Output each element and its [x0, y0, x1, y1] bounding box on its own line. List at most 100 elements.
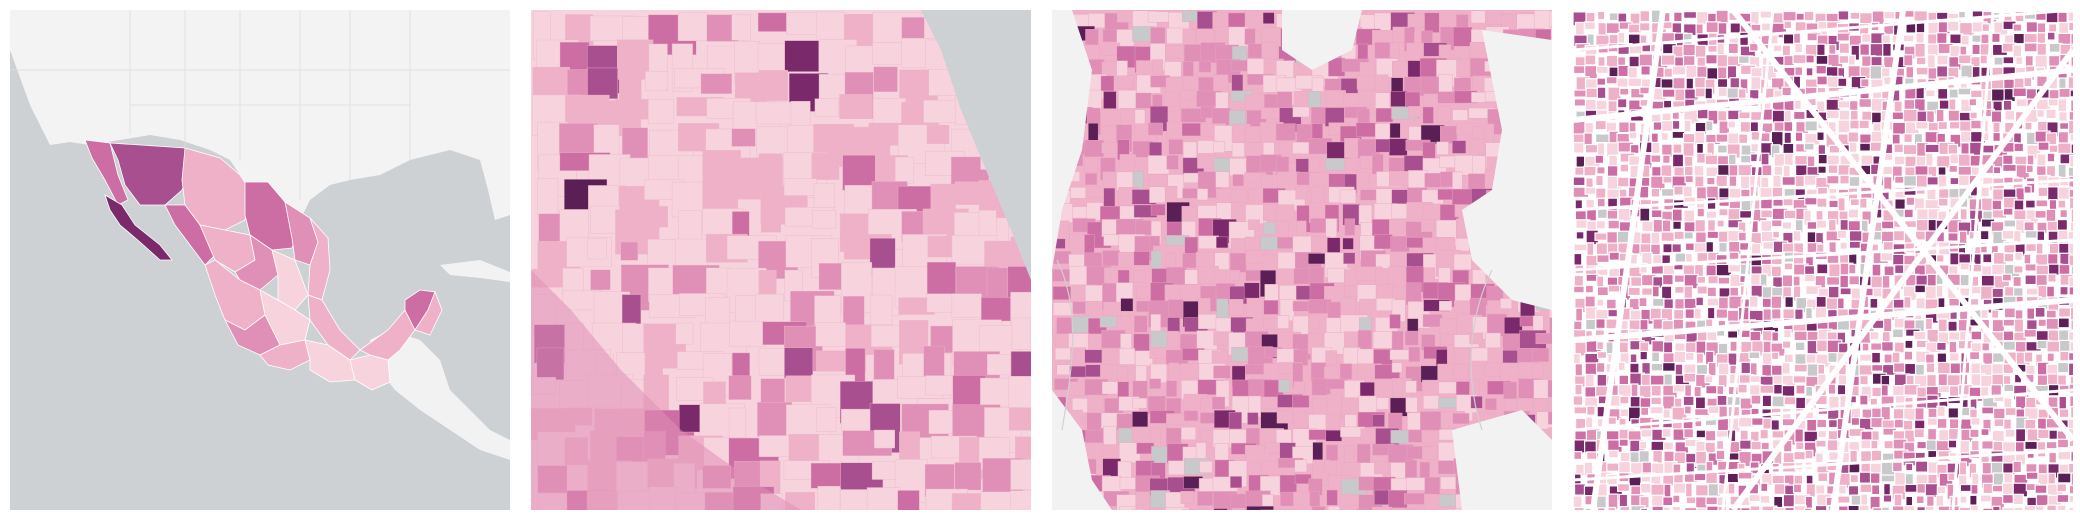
map-cell	[1694, 416, 1703, 428]
map-cell	[1056, 364, 1071, 376]
map-cell	[1246, 58, 1265, 77]
map-cell	[1771, 308, 1782, 320]
map-cell	[1422, 106, 1434, 124]
map-cell	[1262, 222, 1276, 235]
map-cell	[1750, 76, 1762, 91]
map-cell	[1248, 219, 1260, 230]
map-cell	[1959, 495, 1968, 504]
map-cell	[1726, 472, 1740, 484]
map-cell	[1586, 405, 1596, 416]
map-cell	[1229, 252, 1247, 273]
map-cell	[1693, 307, 1702, 320]
map-cell	[1992, 131, 2001, 143]
map-cell	[1696, 108, 1710, 120]
map-cell	[1837, 77, 1848, 88]
map-cell	[1638, 53, 1655, 68]
map-cell	[1760, 209, 1774, 219]
map-cell	[1662, 154, 1671, 164]
map-cell	[1663, 450, 1675, 463]
map-cell	[1926, 54, 1936, 69]
map-cell	[1991, 309, 2000, 319]
map-cell	[1617, 361, 1626, 372]
map-cell	[925, 375, 953, 396]
map-cell	[1814, 504, 1828, 510]
map-cell	[1628, 131, 1638, 140]
map-cell	[1231, 507, 1246, 510]
map-cell	[2035, 199, 2049, 208]
map-cell	[1103, 301, 1121, 318]
map-cell	[1915, 297, 1926, 310]
map-cell	[1147, 155, 1170, 175]
map-cell	[1584, 98, 1598, 112]
map-cell	[1639, 440, 1648, 450]
map-cell	[1883, 265, 1895, 277]
map-cell	[1356, 74, 1376, 90]
map-cell	[1748, 88, 1760, 100]
map-cell	[1927, 407, 1938, 419]
map-cell	[1344, 138, 1360, 159]
map-cell	[1869, 472, 1881, 485]
map-cell	[1308, 91, 1322, 109]
map-cell	[1453, 363, 1469, 380]
map-cell	[1628, 55, 1641, 68]
map-cell	[1695, 363, 1709, 376]
map-cell	[1804, 196, 1819, 206]
map-cell	[1715, 449, 1726, 461]
map-cell	[1771, 395, 1786, 408]
map-cell	[1838, 484, 1847, 495]
map-cell	[1903, 350, 1914, 361]
map-cell	[1761, 505, 1778, 510]
map-cell	[1232, 174, 1244, 187]
map-cell	[1180, 491, 1195, 504]
map-cell	[1008, 376, 1031, 410]
map-cell	[1980, 186, 1990, 198]
state-sinaloa	[164, 204, 216, 266]
map-cell	[2069, 89, 2073, 98]
map-cell	[645, 71, 669, 92]
map-cell	[1166, 155, 1179, 170]
map-cell	[1308, 299, 1332, 314]
map-cell	[811, 152, 840, 180]
map-cell	[2013, 142, 2025, 153]
map-cell	[1585, 11, 1596, 23]
map-cell	[1685, 64, 1699, 79]
map-cell	[1729, 340, 1738, 352]
map-cell	[1671, 505, 1682, 510]
map-cell	[1663, 441, 1674, 451]
map-cell	[1149, 508, 1162, 510]
map-cell	[2069, 133, 2073, 142]
map-cell	[866, 487, 901, 510]
map-cell	[1230, 493, 1249, 510]
map-cell	[1883, 176, 1893, 191]
map-cell	[2047, 273, 2057, 283]
map-cell	[1837, 100, 1852, 109]
map-cell	[1748, 309, 1765, 322]
map-cell	[1982, 507, 1996, 510]
map-cell	[1947, 407, 1960, 419]
map-cell	[1070, 347, 1087, 370]
state-baja-california-sur	[104, 194, 173, 261]
map-cell	[1903, 505, 1916, 510]
map-cell	[1311, 77, 1324, 92]
map-cell	[1485, 398, 1497, 411]
map-cell	[1860, 78, 1870, 88]
map-cell	[1848, 100, 1859, 112]
map-cell	[1327, 506, 1340, 510]
map-cell	[1969, 111, 1978, 120]
state-baja-california	[84, 139, 129, 206]
map-cell	[1936, 254, 1945, 263]
map-cell	[2001, 273, 2012, 282]
map-cell	[1947, 472, 1956, 482]
map-cell	[2056, 483, 2068, 493]
map-cell	[1324, 460, 1338, 474]
outside-area-north	[1282, 10, 1362, 70]
map-cell	[1817, 165, 1827, 174]
outside-area-south	[1452, 410, 1552, 510]
map-cell	[1390, 91, 1408, 107]
map-cell	[2056, 504, 2067, 510]
map-cell	[784, 347, 814, 379]
map-cell	[2057, 142, 2073, 155]
map-cell	[1715, 133, 1729, 143]
map-cell	[1308, 314, 1320, 337]
map-cell	[1584, 21, 1596, 31]
